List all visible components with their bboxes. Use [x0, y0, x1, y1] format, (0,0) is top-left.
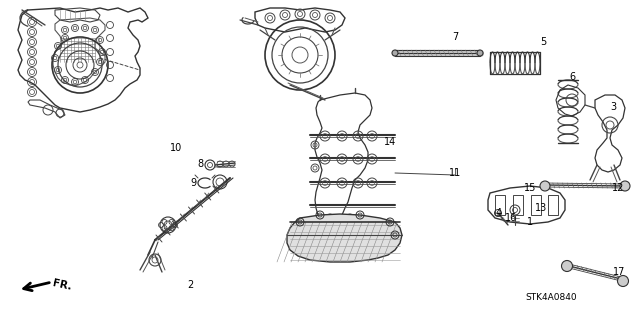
Text: 16: 16 — [505, 213, 517, 223]
Circle shape — [618, 276, 628, 286]
Text: 7: 7 — [452, 32, 458, 42]
Text: 1: 1 — [527, 217, 533, 227]
Text: 12: 12 — [612, 183, 624, 193]
Text: 10: 10 — [170, 143, 182, 153]
Polygon shape — [287, 214, 402, 262]
Circle shape — [392, 50, 398, 56]
Text: 14: 14 — [384, 137, 396, 147]
Circle shape — [561, 261, 573, 271]
Text: STK4A0840: STK4A0840 — [525, 293, 577, 301]
Text: 4: 4 — [496, 208, 502, 218]
Circle shape — [620, 181, 630, 191]
Text: 5: 5 — [540, 37, 546, 47]
Text: 2: 2 — [187, 280, 193, 290]
Text: 13: 13 — [535, 203, 547, 213]
Text: 9: 9 — [190, 178, 196, 188]
Text: FR.: FR. — [52, 278, 73, 292]
Text: 17: 17 — [613, 267, 625, 277]
Text: 6: 6 — [569, 72, 575, 82]
Text: 11: 11 — [449, 168, 461, 178]
Text: 3: 3 — [610, 102, 616, 112]
Circle shape — [540, 181, 550, 191]
Text: 8: 8 — [197, 159, 203, 169]
Text: 15: 15 — [524, 183, 536, 193]
Circle shape — [477, 50, 483, 56]
